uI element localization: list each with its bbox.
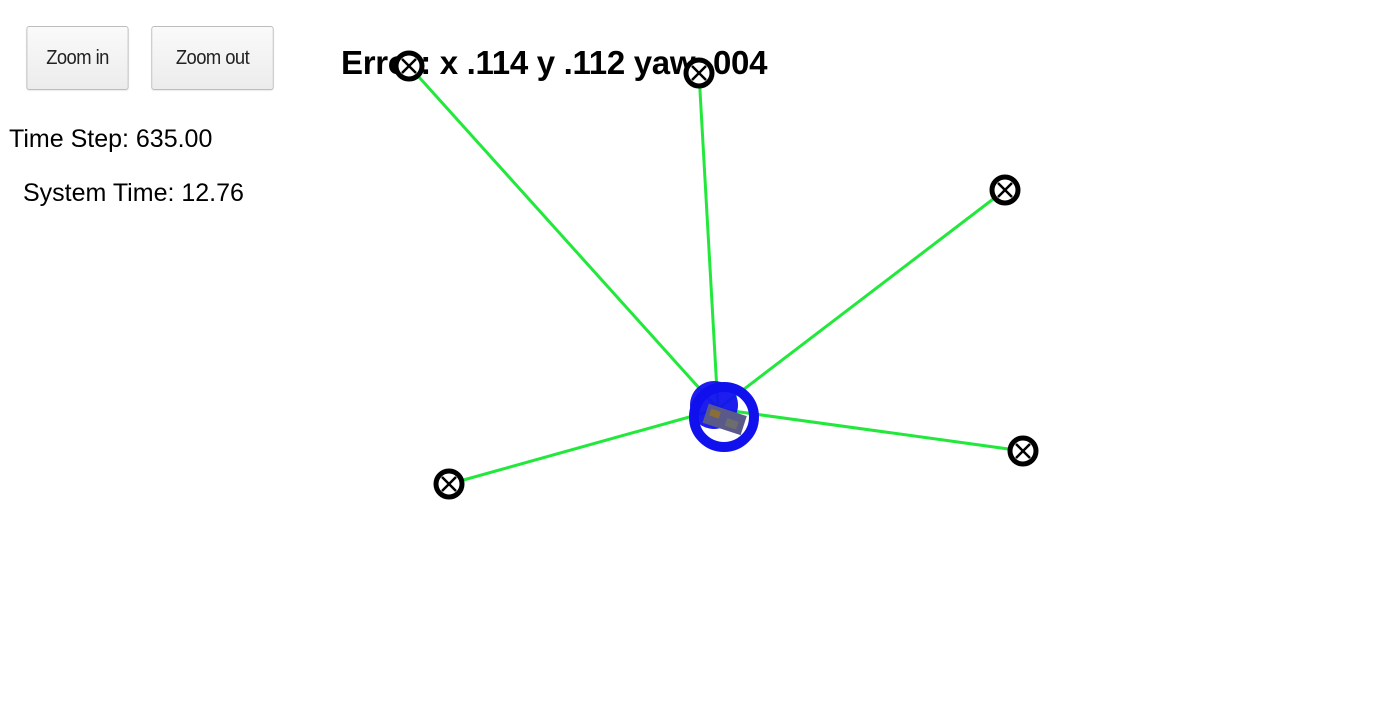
landmark-marker-icon: [433, 468, 465, 500]
zoom-in-button[interactable]: Zoom in: [26, 26, 129, 90]
landmark-marker-icon: [1007, 435, 1039, 467]
landmark-marker-icon: [683, 57, 715, 89]
sensor-line-5: [448, 407, 719, 486]
zoom-out-button[interactable]: Zoom out: [151, 26, 274, 90]
sensor-line-4: [717, 407, 1024, 453]
sensor-line-2: [697, 72, 720, 410]
sensor-line-1: [407, 64, 720, 411]
robot-car-icon: [689, 381, 759, 452]
system-time-label: System Time: 12.76: [23, 179, 244, 207]
landmark-marker-icon: [393, 50, 425, 82]
sensor-line-3: [717, 188, 1006, 411]
landmark-marker-icon: [989, 174, 1021, 206]
time-step-label: Time Step: 635.00: [9, 125, 213, 153]
